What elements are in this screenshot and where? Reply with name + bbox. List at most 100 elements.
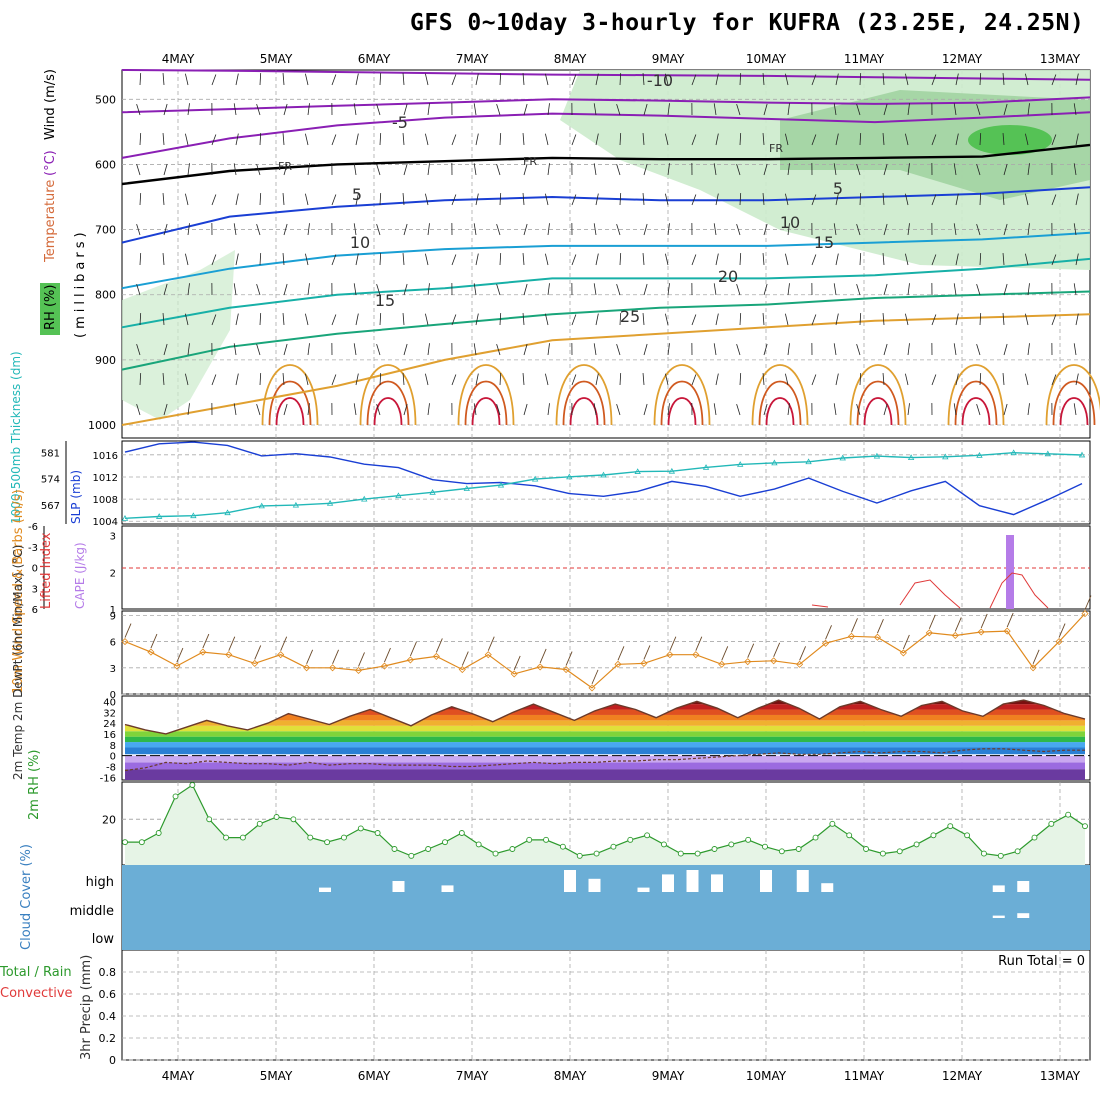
wind-barb [235,373,239,386]
wind-barb [547,403,550,416]
wind-barb [762,313,765,326]
wind-barb [1027,283,1030,296]
wind-barb [211,254,217,266]
temp-contour [961,397,991,426]
wind-barb [376,104,381,116]
wind-barb [136,284,141,296]
temperature-unit-label: (°C) [43,150,58,176]
temp-band [125,755,1085,763]
temp-contour [121,231,1091,290]
wind-barb [547,283,550,296]
wind-barb [955,253,959,266]
wind-barb [907,223,910,236]
wind-barb [667,223,670,236]
li-tick: -6 [28,522,38,533]
wind-barb [595,133,599,146]
wind-barb [955,133,959,146]
contour-label: 15 [375,291,395,310]
precip-tick: 0.8 [99,966,117,979]
wind-unit-label: (m/s) [43,69,58,103]
rh-marker [778,848,785,855]
wind-barb [882,73,885,86]
wind-panel [121,610,1091,695]
wind-barb [902,634,910,650]
temp-band [125,725,1085,732]
rh-marker [913,841,920,848]
wind-barb [427,163,430,176]
wind-barb [1027,163,1030,176]
wind-barb [150,633,158,649]
bottom-day-label: 4MAY [162,1069,195,1083]
wind-barb [451,314,457,326]
wind-barb [283,283,288,296]
contour-label: FR [769,142,783,155]
temp-tick: 16 [103,730,116,741]
wind-barb [283,403,288,416]
wind-barb [185,253,189,266]
wind-barb [763,223,768,236]
wind-barb [565,651,573,666]
wind-barb [931,254,937,266]
wind-barb [883,343,888,356]
wind-barb [307,103,310,116]
cloud-high-bar [441,885,454,892]
wind-barb [882,133,885,146]
wind-barb [931,374,937,386]
temp-contour [751,364,809,426]
wind-barb [545,193,549,206]
wind-speed-line [124,613,1086,689]
precip-tick: 0.6 [99,988,117,1001]
cape-label: CAPE (J/kg) [73,542,87,609]
temp-label: 2m Temp 2m DewPt (6hr Min/Max) (°C) [11,545,25,780]
wind-barb [907,403,910,416]
wind-barb [545,373,549,386]
wind-barb [1075,73,1079,86]
wind-barb [1002,313,1005,326]
temp-tick: 40 [103,697,116,708]
wind-barb [427,223,430,236]
wind-barb [523,283,528,296]
wind-barb [979,253,982,266]
wind-barb [763,343,768,356]
bottom-day-label: 12MAY [942,1069,983,1083]
wind-barb [409,641,417,657]
li-tick: 6 [32,605,38,616]
wind-marker [277,651,285,659]
rh-marker [492,850,499,857]
temp-contour [121,143,1091,186]
wind-marker [692,651,700,659]
wind-barb [953,403,957,416]
wind-barb [811,254,817,266]
wind-barb [283,163,288,176]
wind-barb [136,344,141,356]
wind-barb [185,313,189,326]
contour-label: FR [278,160,292,173]
wind-barb [1025,73,1029,86]
wind-barb [523,163,528,176]
temp-contour [863,397,893,426]
wind-barb [1002,253,1005,266]
wind-barb [376,344,381,356]
rh-marker [391,846,398,852]
wind-barb [1051,254,1057,266]
wind-barb [211,74,217,86]
temp-contour [562,380,606,426]
wind-barb [353,343,357,356]
top-day-label: 11MAY [844,52,885,66]
temp-band [125,754,1085,756]
cloud-high-bar [796,870,809,892]
wind-barb [859,373,862,386]
rh-marker [256,820,263,827]
wind-barb [1006,612,1014,628]
precip-label: 3hr Precip (mm) [79,955,94,1060]
wind-barb [1027,103,1030,116]
temp-contour [121,257,1091,329]
rh-line [125,784,1086,857]
thickness-tick: 574 [41,475,60,486]
wind-barb [619,133,622,146]
precip-panel [121,949,1091,1061]
rh-marker [374,830,381,836]
wind-barb [259,193,262,206]
wind-tick: 6 [110,638,116,649]
wind-barb [402,133,405,146]
